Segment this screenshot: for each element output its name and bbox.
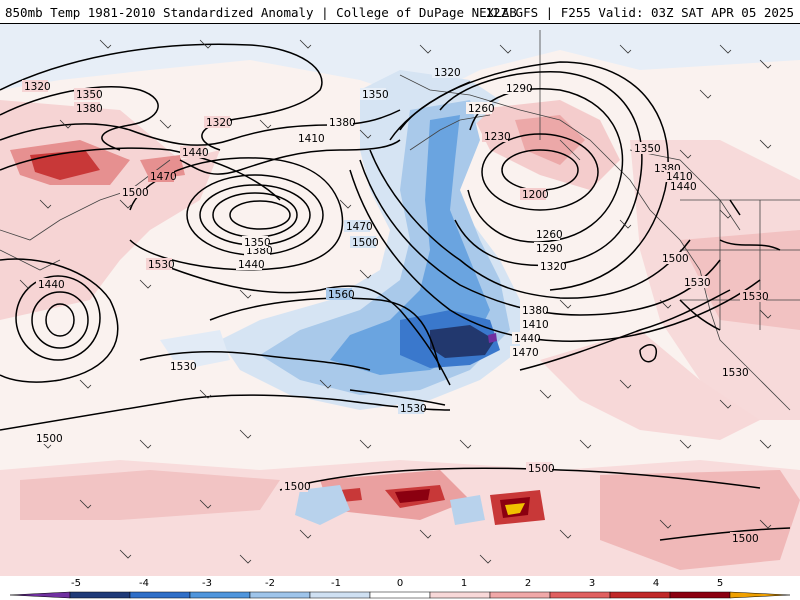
contour-label: 1500: [662, 253, 689, 265]
contour-label: 1530: [148, 259, 175, 271]
contour-label: 1380: [329, 117, 356, 129]
contour-label: 1260: [468, 103, 495, 115]
contour-label: 1530: [400, 403, 427, 415]
contour-label: 1500: [528, 463, 555, 475]
wind-barbs: [19, 39, 772, 564]
chart-header: 850mb Temp 1981-2010 Standardized Anomal…: [0, 0, 800, 24]
colorbar-swatch: [669, 591, 731, 599]
colorbar-swatch: [609, 591, 671, 599]
contour-label: 1320: [206, 117, 233, 129]
contour-label: 1530: [684, 277, 711, 289]
tick-label: 4: [653, 578, 659, 589]
colorbar-swatch: [129, 591, 191, 599]
contour-label: 1380: [76, 103, 103, 115]
contour-label: 1500: [284, 481, 311, 493]
contour-label: 1440: [670, 181, 697, 193]
contour-labels: 1320 1350 1380 1320 1410 1380 1350 1440 …: [22, 66, 769, 545]
colorbar-swatch: [549, 591, 611, 599]
contour-label: 1530: [742, 291, 769, 303]
contour-label: 1500: [732, 533, 759, 545]
tick-label: 1: [461, 578, 467, 589]
contour-label: 1380: [522, 305, 549, 317]
colorbar-swatch: [729, 591, 791, 599]
contour-label: 1350: [634, 143, 661, 155]
contour-label: 1530: [722, 367, 749, 379]
tick-label: -5: [71, 578, 81, 589]
contour-label: 1410: [522, 319, 549, 331]
tick-label: 2: [525, 578, 531, 589]
colorbar-swatches: [9, 591, 791, 599]
colorbar-swatch: [489, 591, 551, 599]
contour-label: 1350: [244, 237, 271, 249]
weather-map: 1320 1350 1380 1320 1410 1380 1350 1440 …: [0, 24, 800, 576]
contour-label: 1290: [506, 83, 533, 95]
colorbar-swatch: [189, 591, 251, 599]
model-run-info: 12Z GFS | F255 Valid: 03Z SAT APR 05 202…: [485, 5, 794, 20]
contour-label: 1290: [536, 243, 563, 255]
contour-label: 1440: [182, 147, 209, 159]
tick-label: 3: [589, 578, 595, 589]
contour-label: 1470: [150, 171, 177, 183]
contour-label: 1470: [346, 221, 373, 233]
tick-label: 0: [397, 578, 403, 589]
tick-label: -3: [202, 578, 212, 589]
contour-label: 1320: [434, 67, 461, 79]
contour-label: 1440: [238, 259, 265, 271]
contour-label: 1500: [36, 433, 63, 445]
contour-label: 1320: [24, 81, 51, 93]
tick-label: -4: [139, 578, 149, 589]
contour-label: 1410: [298, 133, 325, 145]
height-contours: [0, 43, 791, 541]
contour-label: 1530: [170, 361, 197, 373]
colorbar-swatch: [429, 591, 491, 599]
colorbar-swatch: [249, 591, 311, 599]
contour-label: 1350: [76, 89, 103, 101]
chart-title: 850mb Temp 1981-2010 Standardized Anomal…: [5, 5, 517, 20]
colorbar-swatch: [309, 591, 371, 599]
contour-label: 1320: [540, 261, 567, 273]
colorbar-swatch: [9, 591, 71, 599]
contour-label: 1440: [38, 279, 65, 291]
tick-label: -2: [265, 578, 275, 589]
contour-label: 1560: [328, 289, 355, 301]
tick-label: -1: [331, 578, 341, 589]
contour-label: 1200: [522, 189, 549, 201]
contour-label: 1260: [536, 229, 563, 241]
contour-label: 1500: [122, 187, 149, 199]
contour-label: 1350: [362, 89, 389, 101]
contour-label: 1440: [514, 333, 541, 345]
contour-label: 1500: [352, 237, 379, 249]
contour-label: 1470: [512, 347, 539, 359]
colorbar-swatch: [69, 591, 131, 599]
tick-label: 5: [717, 578, 723, 589]
contour-label: 1230: [484, 131, 511, 143]
colorbar-tick-labels: -5 -4 -3 -2 -1 0 1 2 3 4 5: [71, 578, 723, 589]
colorbar-swatch: [369, 591, 431, 599]
colorbar-legend: -5 -4 -3 -2 -1 0 1 2 3 4 5: [0, 576, 800, 600]
